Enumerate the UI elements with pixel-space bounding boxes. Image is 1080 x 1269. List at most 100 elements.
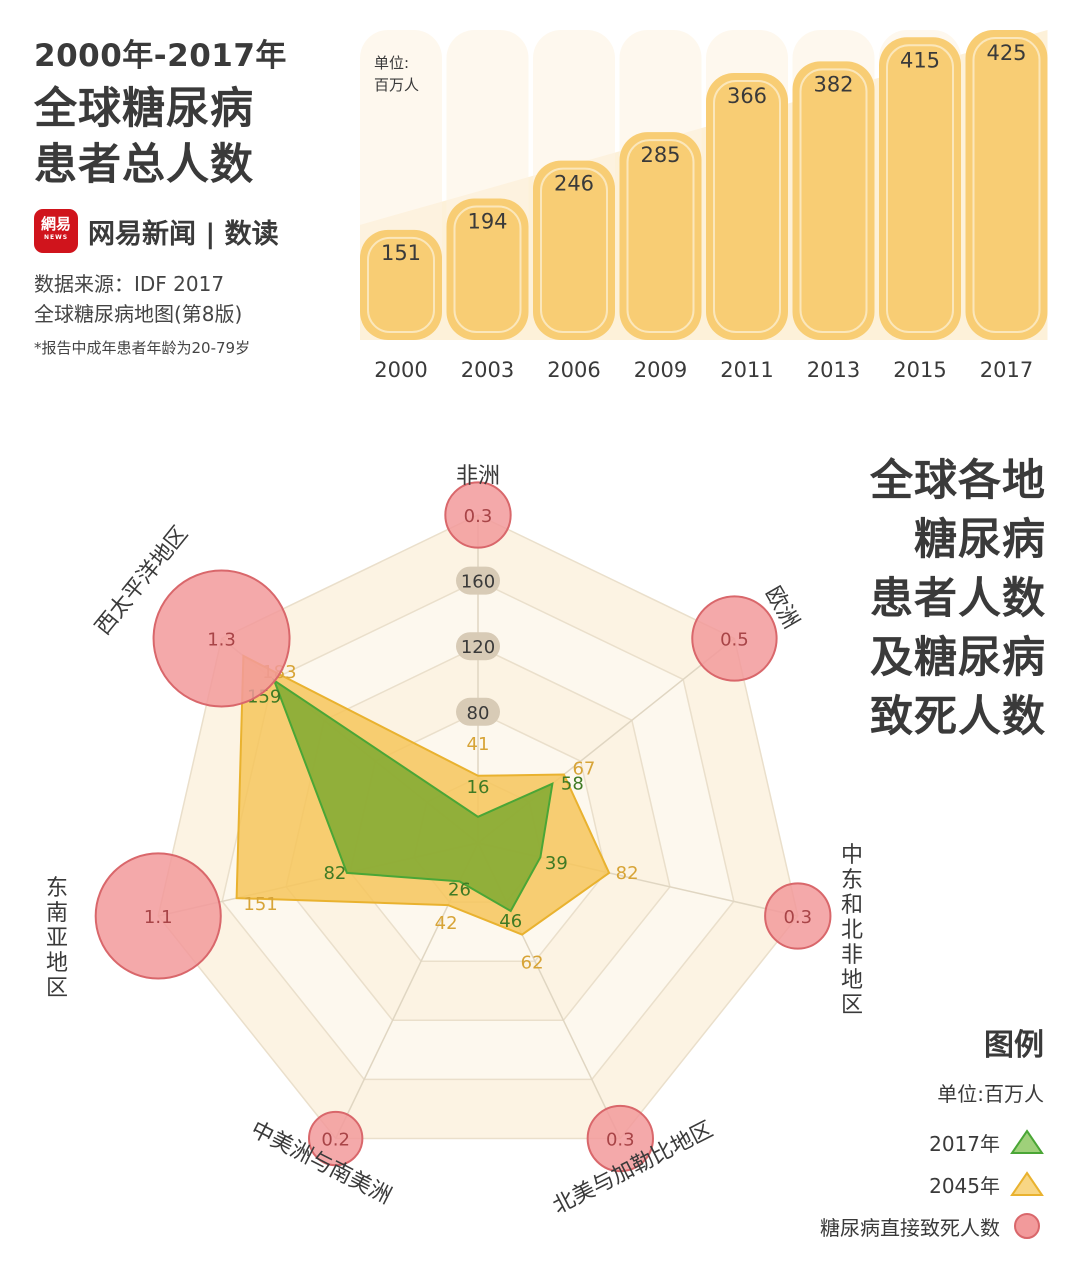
source: 数据来源：IDF 2017 全球糖尿病地图(第8版) — [34, 269, 334, 329]
death-bubble: 0.3 — [586, 1104, 654, 1173]
bar-category-label: 2003 — [461, 358, 514, 382]
trend-shade — [360, 30, 1048, 340]
series-2045-value-label: 67 — [572, 758, 595, 779]
bar-category-label: 2000 — [374, 358, 427, 382]
death-bubble: 1.1 — [94, 852, 222, 980]
bar-unit-label: 单位: — [374, 54, 409, 72]
green-triangle-icon — [1010, 1129, 1044, 1154]
radar-category-char: 非 — [841, 943, 863, 968]
death-bubble-circle — [94, 852, 222, 980]
bar-group: 415 2015 — [879, 30, 961, 382]
series-2045-value-label: 62 — [521, 953, 544, 974]
title-block: 2000年-2017年 全球糖尿病 患者总人数 網易 NEWS 网易新闻 | 数… — [34, 30, 334, 358]
bar-group: 382 2013 — [792, 30, 875, 382]
brand-row: 網易 NEWS 网易新闻 | 数读 — [34, 209, 334, 253]
legend: 图例 单位:百万人 2017年 2045年 糖尿病直接致死人数 — [820, 1020, 1044, 1247]
bar-category-label: 2013 — [807, 358, 860, 382]
radar-title-line5: 致死人数 — [870, 692, 1046, 742]
series-2017-value-label: 16 — [467, 777, 490, 798]
death-bubble-label: 0.5 — [720, 629, 749, 650]
bar-category-label: 2009 — [634, 358, 687, 382]
death-bubble-label: 0.3 — [606, 1130, 635, 1151]
source-line1: 数据来源：IDF 2017 — [34, 272, 225, 296]
bar-value-label: 246 — [554, 172, 594, 196]
bar-inner-outline — [713, 80, 781, 333]
bar-value-label: 415 — [900, 48, 940, 72]
radar-category-char: 中 — [841, 843, 863, 868]
radar-tick-label: 160 — [461, 572, 495, 593]
brand-logo-small: NEWS — [43, 234, 69, 241]
bar-inner-outline — [540, 167, 608, 333]
death-bubble: 0.5 — [691, 595, 778, 682]
radar-tick-pill — [456, 697, 500, 726]
bar-group: 285 2009 — [619, 30, 702, 382]
radar-category-char: 区 — [46, 976, 68, 1001]
radar-category-char: 区 — [841, 993, 863, 1018]
radar-category-char: 南 — [46, 901, 68, 926]
death-bubble-label: 0.2 — [321, 1130, 350, 1151]
radar-category-char: 东 — [841, 868, 863, 893]
yellow-triangle-icon — [1010, 1171, 1044, 1196]
bar-inner-outline — [799, 68, 868, 333]
bar — [706, 73, 788, 341]
legend-item-2045: 2045年 — [820, 1163, 1044, 1205]
subtitle: 2000年-2017年 — [34, 38, 287, 74]
death-bubble-label: 0.3 — [783, 907, 812, 928]
bar — [360, 229, 442, 340]
bar — [619, 132, 702, 340]
title-line1: 全球糖尿病 — [34, 84, 254, 134]
bar-value-label: 194 — [467, 209, 507, 233]
radar-category-label: 中东和北非地区 — [841, 843, 863, 1018]
legend-item-deaths: 糖尿病直接致死人数 — [820, 1205, 1044, 1247]
radar-title: 全球各地 糖尿病 患者人数 及糖尿病 致死人数 — [870, 452, 1046, 747]
bar-inner-outline — [367, 236, 435, 333]
series-2017-value-label: 82 — [323, 863, 346, 884]
bar-category-label: 2006 — [547, 358, 600, 382]
legend-label-2017: 2017年 — [929, 1131, 1000, 1156]
legend-item-2017: 2017年 — [820, 1121, 1044, 1163]
series-2045-value-label: 151 — [243, 894, 277, 915]
legend-label-deaths: 糖尿病直接致死人数 — [820, 1215, 1000, 1240]
bar-group: 194 2003 — [446, 30, 529, 382]
bar-category-label: 2015 — [893, 358, 946, 382]
bar-group: 425 2017 — [965, 30, 1048, 382]
bar — [533, 160, 615, 340]
series-2017-area — [272, 677, 554, 913]
death-bubble: 0.3 — [444, 481, 512, 549]
death-bubble: 0.2 — [308, 1110, 364, 1167]
series-2017-value-label: 26 — [448, 879, 471, 900]
series-2045-value-label: 41 — [467, 734, 490, 755]
death-bubble-circle — [308, 1110, 364, 1167]
death-bubble-label: 1.1 — [144, 907, 173, 928]
bar-inner-outline — [453, 205, 522, 333]
bar-value-label: 382 — [813, 72, 853, 96]
death-bubble-label: 1.3 — [207, 629, 236, 650]
bar — [965, 30, 1048, 340]
pink-circle-icon — [1014, 1213, 1040, 1239]
legend-label-2045: 2045年 — [929, 1173, 1000, 1198]
death-bubble-circle — [152, 569, 291, 708]
radar-category-char: 和 — [841, 893, 863, 918]
radar-tick-label: 120 — [461, 637, 495, 658]
legend-title: 图例 — [984, 1028, 1044, 1063]
brand-logo: 網易 NEWS — [34, 209, 78, 253]
radar-title-line2: 糖尿病 — [914, 515, 1046, 565]
series-2017-value-label: 39 — [545, 853, 568, 874]
radar-title-line1: 全球各地 — [870, 456, 1046, 506]
bar-value-label: 366 — [727, 84, 767, 108]
radar-tick-pill — [456, 632, 500, 661]
death-bubble-circle — [764, 882, 832, 950]
brand-name: 网易新闻 | 数读 — [88, 218, 279, 250]
radar-category-char: 亚 — [46, 926, 68, 951]
radar-category-char: 地 — [46, 951, 68, 976]
brand-logo-text: 網易 — [40, 215, 71, 233]
death-bubble-label: 0.3 — [464, 506, 493, 527]
series-2045-value-label: 42 — [435, 913, 458, 934]
series-2017-value-label: 46 — [499, 911, 522, 932]
radar-tick-pill — [456, 566, 500, 595]
bar-value-label: 285 — [640, 143, 680, 167]
legend-unit: 单位:百万人 — [937, 1082, 1044, 1106]
radar-tick-label: 80 — [467, 703, 490, 724]
